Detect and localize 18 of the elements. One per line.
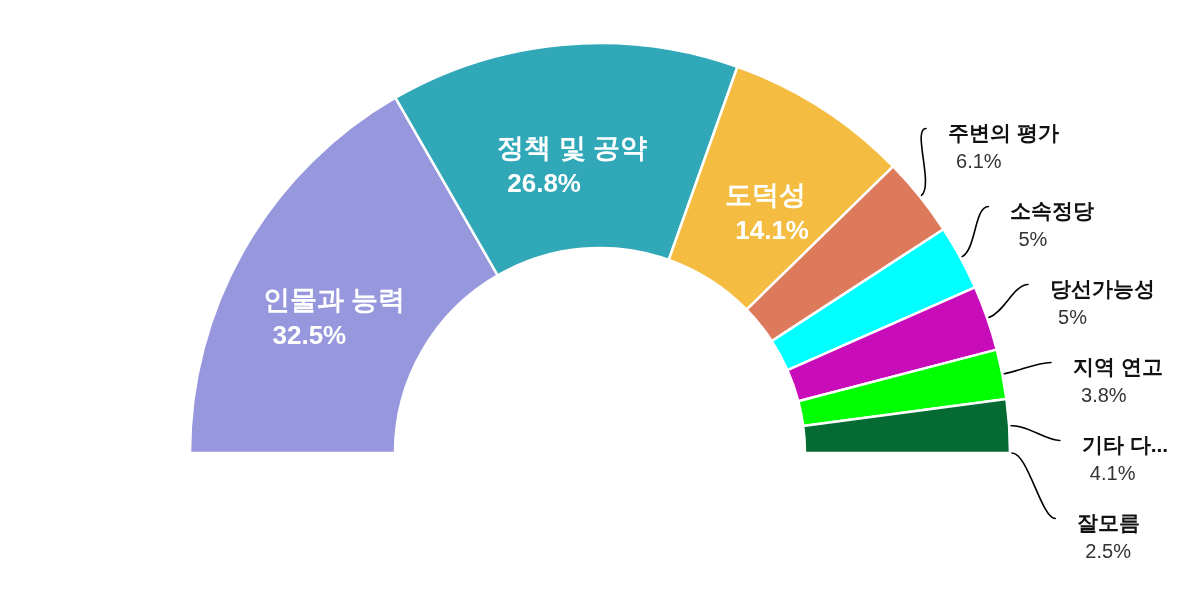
slice-label: 기타 다...	[1081, 433, 1169, 457]
slice-label: 소속정당	[1010, 199, 1095, 223]
slice-label: 정책 및 공약	[497, 132, 648, 163]
data-label: 4.1%	[1089, 462, 1136, 485]
data-label: 5%	[1058, 306, 1088, 329]
slice-label: 주변의 평가	[948, 121, 1059, 145]
slice-label: 인물과 능력	[262, 285, 406, 316]
data-label: 26.8%	[507, 167, 581, 198]
data-label: 5%	[1018, 228, 1048, 251]
slice-label: 지역 연고	[1073, 355, 1163, 379]
data-label: 14.1%	[735, 215, 809, 245]
slice-label: 당선가능성	[1050, 277, 1156, 301]
slice-label: 도덕성	[725, 180, 807, 210]
text: 잘모름	[1077, 511, 1141, 535]
data-label: 6.1%	[956, 150, 1002, 173]
text: 2.5%	[1085, 540, 1132, 563]
data-label: 3.8%	[1081, 384, 1127, 407]
data-label: 32.5%	[272, 320, 347, 351]
